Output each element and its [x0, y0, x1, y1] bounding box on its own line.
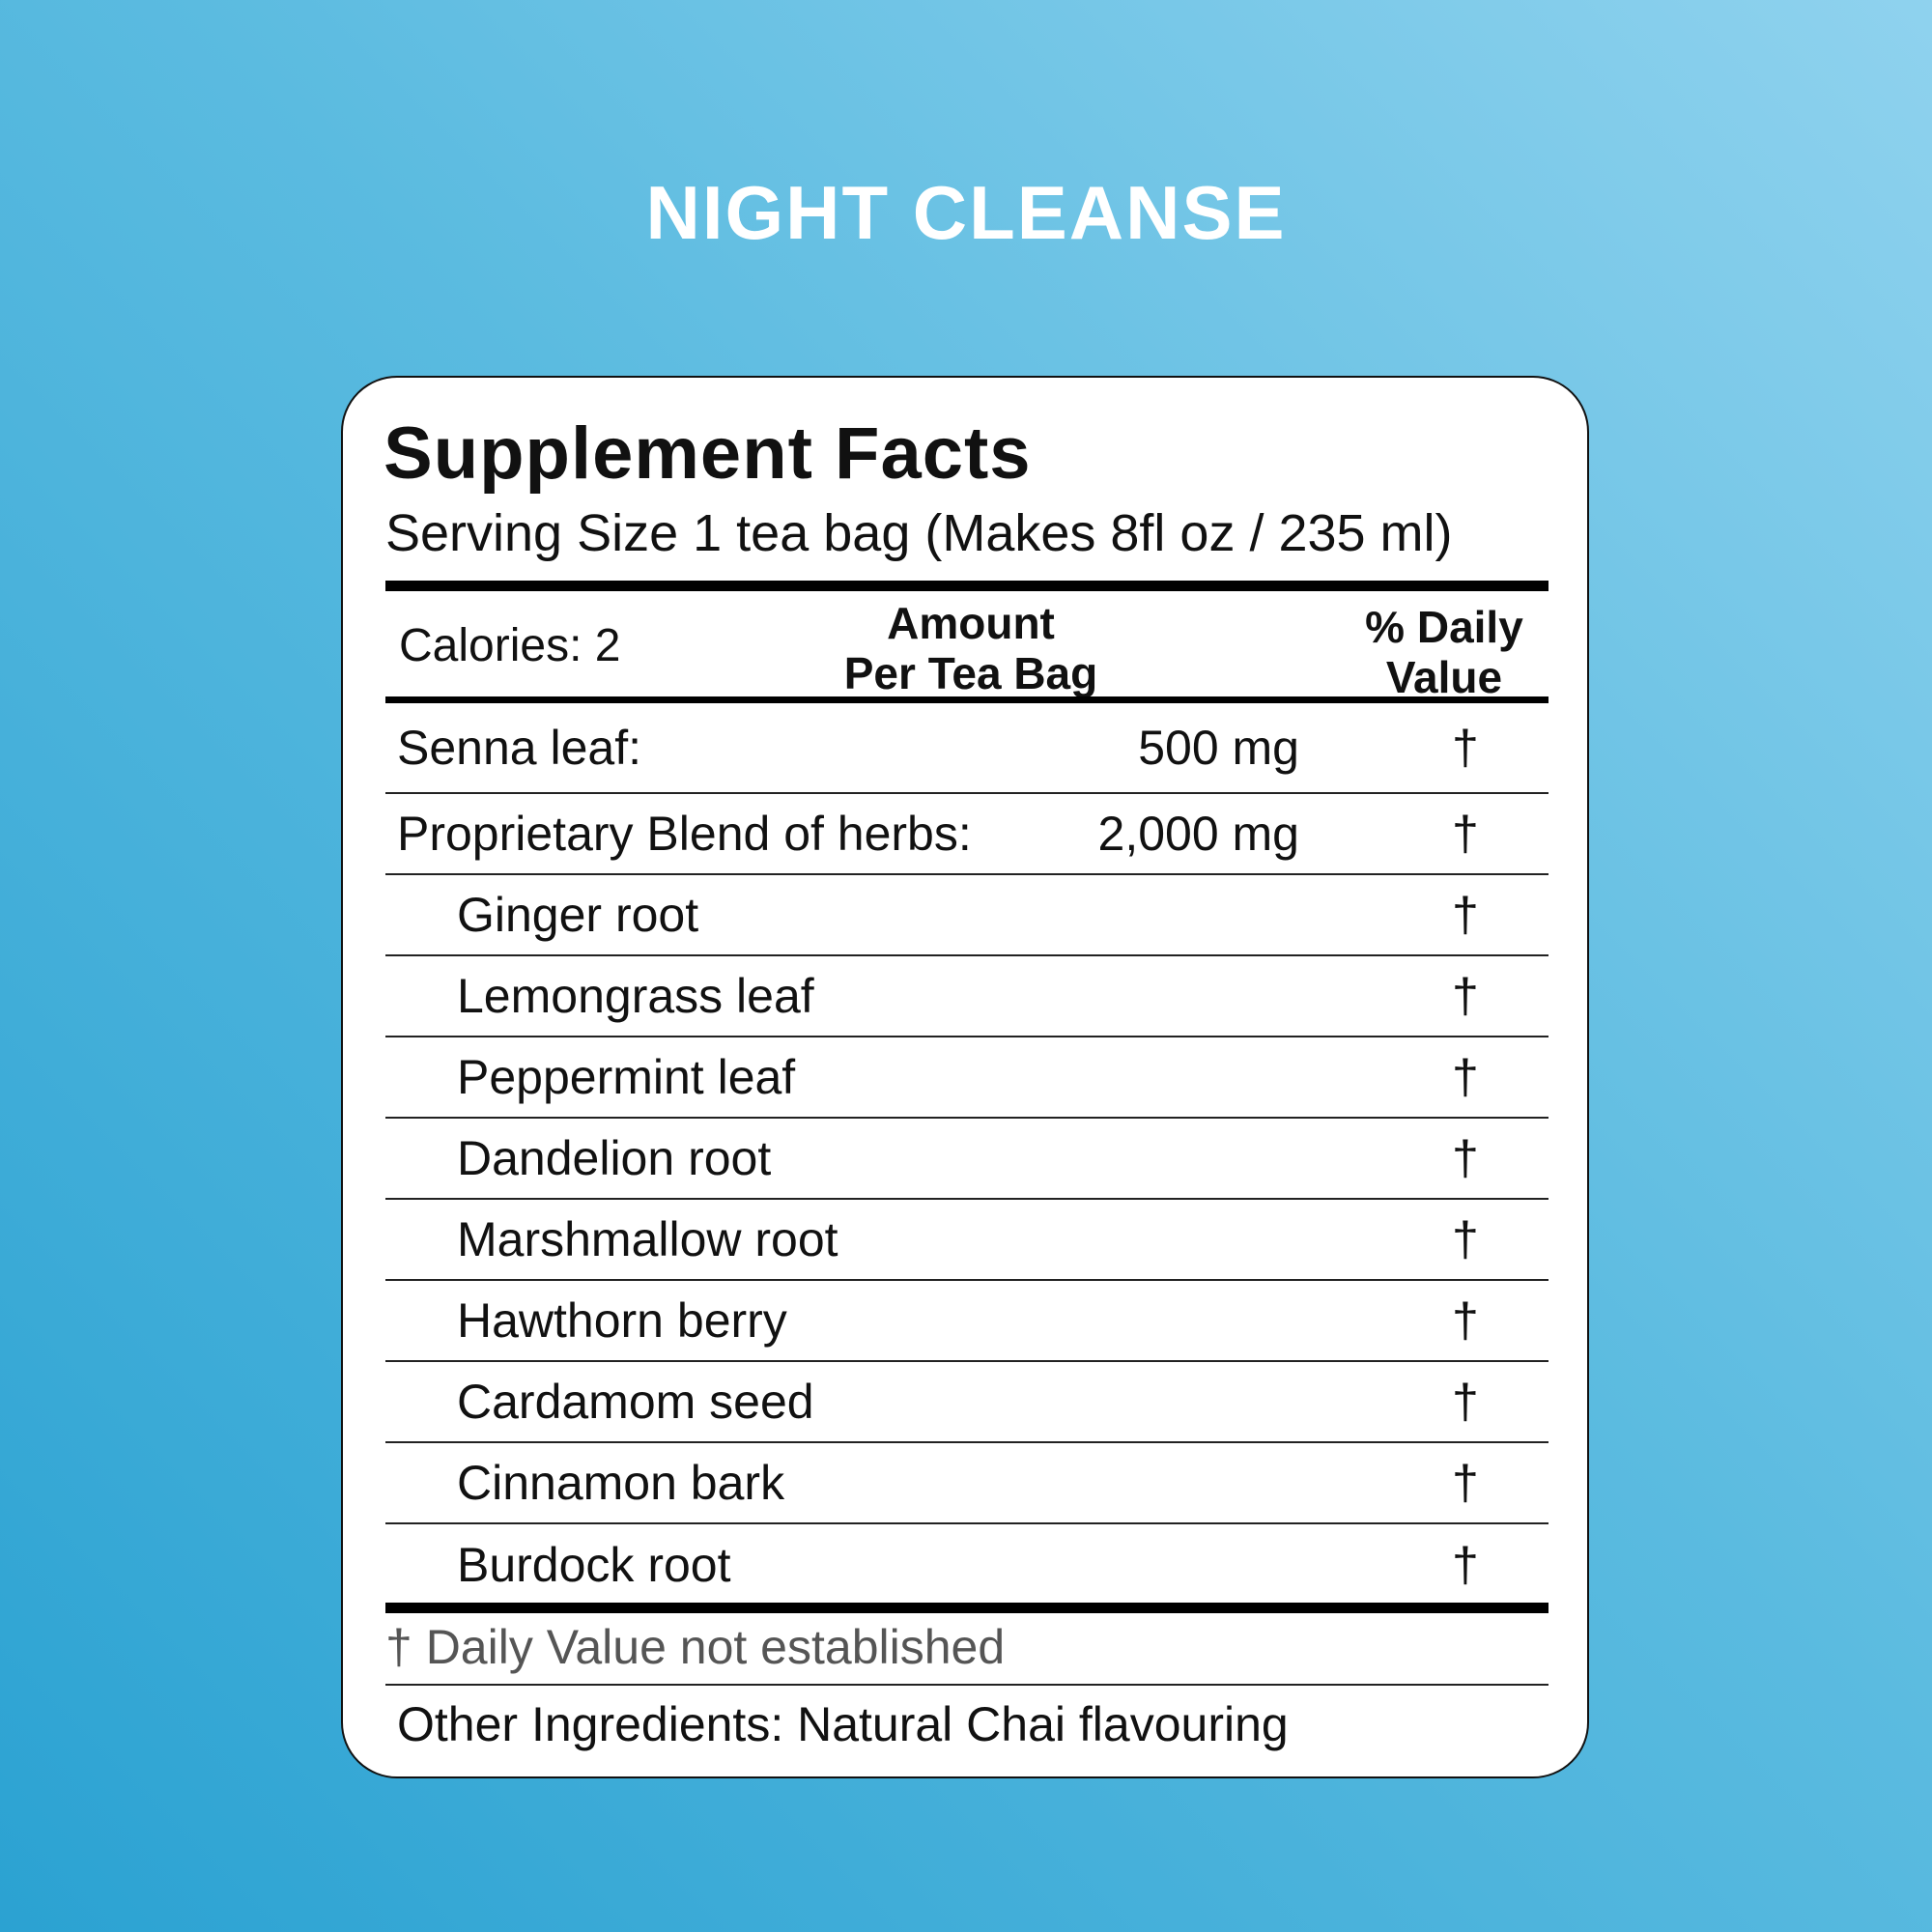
ingredient-name: Cinnamon bark: [457, 1456, 785, 1510]
daily-value-dagger: †: [1452, 807, 1479, 861]
daily-value-header: % Daily Value: [1348, 602, 1541, 702]
ingredient-name: Proprietary Blend of herbs:: [397, 807, 972, 861]
ingredient-row: Senna leaf: 500 mg †: [385, 703, 1548, 794]
ingredient-row: Marshmallow root †: [385, 1200, 1548, 1281]
ingredient-amount: 2,000 mg: [1097, 807, 1299, 861]
amount-header-line2: Per Tea Bag: [843, 648, 1098, 698]
ingredient-name: Dandelion root: [457, 1131, 772, 1185]
daily-value-dagger: †: [1452, 1375, 1479, 1429]
bottom-thick-divider: [385, 1603, 1548, 1613]
ingredient-row: Proprietary Blend of herbs: 2,000 mg †: [385, 794, 1548, 875]
ingredient-row: Lemongrass leaf †: [385, 956, 1548, 1037]
ingredient-amount: 500 mg: [1138, 721, 1299, 775]
ingredient-row: Cinnamon bark †: [385, 1443, 1548, 1524]
other-ingredients: Other Ingredients: Natural Chai flavouri…: [397, 1697, 1289, 1751]
ingredient-name: Marshmallow root: [457, 1212, 838, 1266]
ingredient-row: Burdock root †: [385, 1524, 1548, 1605]
daily-value-header-line2: Value: [1385, 652, 1503, 702]
daily-value-header-line1: % Daily: [1365, 602, 1523, 652]
panel-title: Supplement Facts: [384, 412, 1032, 495]
daily-value-dagger: †: [1452, 1456, 1479, 1510]
ingredient-name: Cardamom seed: [457, 1375, 814, 1429]
ingredient-row: Cardamom seed †: [385, 1362, 1548, 1443]
amount-header-line1: Amount: [887, 598, 1055, 648]
daily-value-dagger: †: [1452, 1293, 1479, 1348]
daily-value-dagger: †: [1452, 1212, 1479, 1266]
ingredient-row: Peppermint leaf †: [385, 1037, 1548, 1119]
thick-divider: [385, 581, 1548, 591]
daily-value-dagger: †: [1452, 1131, 1479, 1185]
ingredient-name: Senna leaf:: [397, 721, 641, 775]
supplement-facts-panel: Supplement Facts Serving Size 1 tea bag …: [341, 376, 1589, 1778]
ingredient-name: Burdock root: [457, 1538, 731, 1592]
daily-value-dagger: †: [1452, 888, 1479, 942]
daily-value-dagger: †: [1452, 969, 1479, 1023]
product-title: NIGHT CLEANSE: [645, 170, 1287, 255]
ingredient-table: Senna leaf: 500 mg † Proprietary Blend of h…: [385, 703, 1548, 1605]
calories: Calories: 2: [399, 620, 621, 671]
header-divider: [385, 696, 1548, 703]
footnote-divider: [385, 1684, 1548, 1686]
serving-size: Serving Size 1 tea bag (Makes 8fl oz / 2…: [385, 504, 1453, 562]
ingredient-name: Hawthorn berry: [457, 1293, 787, 1348]
ingredient-row: Hawthorn berry †: [385, 1281, 1548, 1362]
daily-value-dagger: †: [1452, 721, 1479, 775]
ingredient-name: Peppermint leaf: [457, 1050, 796, 1104]
ingredient-name: Ginger root: [457, 888, 699, 942]
daily-value-dagger: †: [1452, 1050, 1479, 1104]
footnote: † Daily Value not established: [385, 1620, 1006, 1674]
ingredient-row: Dandelion root †: [385, 1119, 1548, 1200]
daily-value-dagger: †: [1452, 1538, 1479, 1592]
amount-header: Amount Per Tea Bag: [826, 598, 1116, 698]
ingredient-row: Ginger root †: [385, 875, 1548, 956]
ingredient-name: Lemongrass leaf: [457, 969, 814, 1023]
